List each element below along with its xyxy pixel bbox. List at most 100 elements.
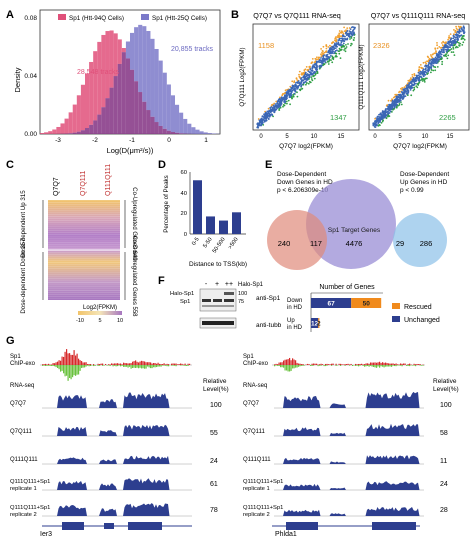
chip-reverse-signal [139,365,141,368]
right-level-4: 24 [440,481,448,488]
scatter-point [273,102,275,105]
scatter-point [350,26,353,29]
rna-coverage-2 [274,423,424,436]
scatter-right-points [372,25,466,128]
scatter-point [432,59,434,62]
scatter-point [294,85,297,88]
hist-bar-overlap [97,114,102,134]
scatter-point [281,97,284,100]
scatter-point [372,123,375,125]
hist-bar-overlap [175,132,180,134]
chip-reverse-signal [153,365,155,368]
left-row-5-label-b: replicate 2 [10,512,37,518]
y-tick-0: 0.00 [24,131,37,138]
tracks-25q-label: 20,855 tracks [171,46,214,53]
chip-reverse-signal [379,365,381,368]
scatter-point [323,54,326,56]
chip-reverse-signal [72,365,74,378]
scatter-point [463,27,465,30]
chip-reverse-signal [183,365,185,366]
scatter-point [398,104,401,106]
panel-g-letter: G [6,335,15,347]
scatter-point [395,106,398,109]
scatter-point [328,59,331,62]
hist-bar-excess [183,118,188,134]
scatter-point [462,29,465,32]
scatter-point [265,111,267,114]
chip-reverse-signal [385,365,387,367]
chip-reverse-signal [301,365,303,366]
chip-forward-signal [93,364,95,365]
chip-forward-signal [395,363,397,365]
scatter-point [413,88,416,91]
scatter-point [288,94,290,96]
hist-bar-excess [199,131,204,134]
scatter-point [335,38,338,40]
scatter-point [353,33,355,35]
chip-reverse-signal [389,365,391,367]
scatter-point [268,115,271,118]
right-row-5-label-a: Q111Q111+Sp1 [243,505,283,511]
chip-reverse-signal [120,365,122,367]
chip-reverse-signal [127,365,129,368]
scatter-point [340,41,343,44]
heatmap-row [48,226,120,227]
chip-forward-signal [171,363,173,365]
chip-reverse-signal [180,365,182,366]
scatter-left-down-count: 1347 [330,113,347,122]
chip-reverse-signal [304,365,306,366]
scatter-point [411,73,414,76]
scatter-point [447,38,449,41]
scatter-point [445,48,448,51]
scatter-point [289,90,292,92]
chip-forward-signal [283,360,285,365]
scatter-point [257,124,259,127]
scatter-point [425,62,428,65]
chip-forward-signal [359,363,361,365]
chip-reverse-signal [115,365,117,367]
chip-forward-signal [361,363,363,365]
scatter-point [424,61,427,64]
chip-reverse-signal [409,365,411,367]
stacked-row-2-label-b: in HD [287,325,303,331]
chip-forward-signal [102,363,104,365]
scatter-point [296,91,298,94]
chip-reverse-signal [174,365,176,366]
left-level-2: 55 [210,430,218,437]
chip-forward-signal [415,364,417,365]
scatter-point [273,108,275,111]
scatter-point [439,55,442,58]
hist-bar-excess [207,133,212,134]
scatter-point [340,37,342,40]
scatter-point [296,86,299,89]
heatmap-row [48,206,120,207]
hist-bar-excess [64,118,69,134]
scatter-point [442,51,444,54]
scatter-point [402,89,405,91]
scatter-point [267,107,270,110]
scatter-point [425,69,427,71]
chip-reverse-signal [388,365,390,367]
scatter-point [456,37,459,40]
scatter-point [296,79,299,82]
chip-forward-signal [129,363,131,365]
right-chip-label-a: Sp1 [243,354,254,360]
chip-forward-signal [320,363,322,365]
chip-forward-signal [296,362,298,365]
scatter-point [441,60,444,63]
stack-value-unchanged-1: 12 [311,321,319,328]
scatter-point [327,63,330,65]
chip-forward-signal [123,362,125,365]
heatmap-row [48,262,120,263]
left-rna-label: RNA-seq [10,383,34,389]
chip-reverse-signal [311,365,313,366]
scatter-point [287,99,290,102]
scatter-point [322,57,325,60]
scatter-point [414,82,416,85]
hist-bar-overlap [85,127,90,134]
scatter-point [445,55,448,58]
scatter-point [344,35,346,38]
scatter-point [330,59,332,61]
scatter-point [333,43,336,46]
hist-bar-overlap [93,120,98,134]
